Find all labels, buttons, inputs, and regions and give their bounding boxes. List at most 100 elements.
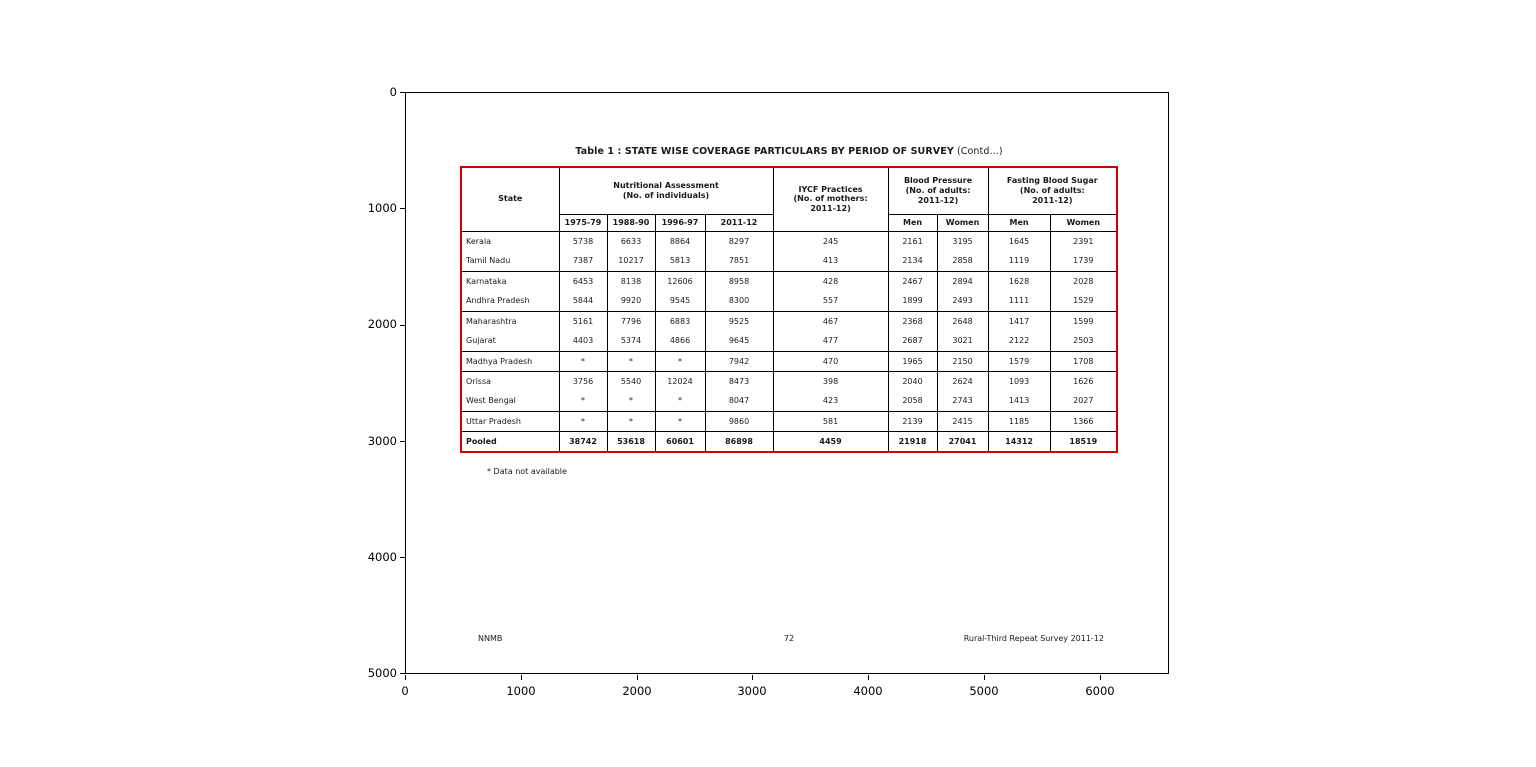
value-cell: 1739 <box>1049 251 1117 271</box>
value-cell: 10217 <box>606 251 655 271</box>
page-title-suffix: (Contd...) <box>956 146 1003 157</box>
col-header-bp-men: Men <box>887 214 938 232</box>
footer-page-number: 72 <box>783 634 795 643</box>
value-cell: 53618 <box>606 430 655 451</box>
value-cell: 12024 <box>654 370 705 391</box>
header-line: IYCF Practices <box>798 184 863 194</box>
value-cell: * <box>606 410 655 431</box>
header-line: Nutritional Assessment <box>613 181 719 191</box>
value-cell: 245 <box>772 231 889 251</box>
value-cell: 1965 <box>887 350 938 371</box>
value-cell: 1185 <box>987 410 1051 431</box>
header-sub-row: 1975-79 1988-90 1996-97 2011-12 Men Wome… <box>462 214 1117 232</box>
value-cell: 2648 <box>936 310 989 331</box>
value-cell: 9525 <box>704 310 774 331</box>
page-footer: 72 NNMB Rural-Third Repeat Survey 2011-1… <box>460 634 1118 643</box>
value-cell: 14312 <box>987 430 1051 451</box>
table-row: Andhra Pradesh 5844 9920 9545 8300 557 1899 249… <box>462 291 1117 311</box>
value-cell: 1645 <box>987 231 1051 251</box>
header-line: (No. of adults: <box>1019 185 1085 195</box>
value-cell: 428 <box>772 270 889 291</box>
y-tick-mark <box>400 92 405 93</box>
col-header-year-2011-12: 2011-12 <box>704 214 774 232</box>
table-row: Uttar Pradesh * * * 9860 581 2139 2415 1185 1366 <box>462 410 1117 431</box>
header-line: (No. of individuals) <box>622 190 710 200</box>
value-cell: 2493 <box>936 291 989 311</box>
table-row: West Bengal * * * 8047 423 2058 2743 1413 2027 <box>462 391 1117 411</box>
table-body: Kerala 5738 6633 8864 8297 245 2161 3195 1645 239… <box>462 231 1117 451</box>
value-cell: 2503 <box>1049 331 1117 351</box>
value-cell: 9860 <box>704 410 774 431</box>
y-tick-label: 4000 <box>367 550 397 564</box>
value-cell: 5161 <box>558 310 607 331</box>
value-cell: 7387 <box>558 251 607 271</box>
value-cell: 1413 <box>987 391 1051 411</box>
value-cell: 5540 <box>606 370 655 391</box>
value-cell: 2122 <box>987 331 1051 351</box>
value-cell: 3021 <box>936 331 989 351</box>
page-title-text: Table 1 : STATE WISE COVERAGE PARTICULAR… <box>575 146 954 157</box>
col-header-fbs-women: Women <box>1049 214 1117 232</box>
header-group-row: State Nutritional Assessment (No. of ind… <box>462 168 1117 232</box>
value-cell: 9920 <box>606 291 655 311</box>
header-line: 2011-12) <box>917 195 959 205</box>
x-tick-mark <box>521 675 522 680</box>
value-cell: 21918 <box>887 430 938 451</box>
value-cell: * <box>654 410 705 431</box>
value-cell: 5813 <box>654 251 705 271</box>
value-cell: 3756 <box>558 370 607 391</box>
value-cell: 2415 <box>936 410 989 431</box>
value-cell: 2134 <box>887 251 938 271</box>
y-tick-label: 2000 <box>367 317 397 331</box>
x-tick-label: 2000 <box>622 684 652 698</box>
value-cell: 8138 <box>606 270 655 291</box>
value-cell: 38742 <box>558 430 607 451</box>
value-cell: 2150 <box>936 350 989 371</box>
value-cell: 1579 <box>987 350 1051 371</box>
value-cell: 7942 <box>704 350 774 371</box>
x-tick-mark <box>868 675 869 680</box>
value-cell: * <box>558 410 607 431</box>
x-tick-mark <box>637 675 638 680</box>
value-cell: * <box>654 350 705 371</box>
col-header-bp-women: Women <box>936 214 989 232</box>
value-cell: 8047 <box>704 391 774 411</box>
value-cell: 1093 <box>987 370 1051 391</box>
value-cell: 8300 <box>704 291 774 311</box>
header-line: 2011-12) <box>810 204 851 214</box>
x-tick-label: 3000 <box>737 684 767 698</box>
value-cell: 4403 <box>558 331 607 351</box>
value-cell: 2858 <box>936 251 989 271</box>
value-cell: 6633 <box>606 231 655 251</box>
y-tick-label: 0 <box>389 85 397 99</box>
value-cell: 2027 <box>1049 391 1117 411</box>
table-row: Kerala 5738 6633 8864 8297 245 2161 3195 1645 239… <box>462 231 1117 251</box>
y-tick-mark <box>400 557 405 558</box>
y-tick-mark <box>400 325 405 326</box>
col-header-year-1975-79: 1975-79 <box>558 214 607 232</box>
table-row: Gujarat 4403 5374 4866 9645 477 2687 3021 2122 25… <box>462 331 1117 351</box>
value-cell: 8473 <box>704 370 774 391</box>
value-cell: 1529 <box>1049 291 1117 311</box>
value-cell: 8297 <box>704 231 774 251</box>
table-row: Maharashtra 5161 7796 6883 9525 467 2368 2648 14… <box>462 310 1117 331</box>
x-tick-mark <box>752 675 753 680</box>
value-cell: 2687 <box>887 331 938 351</box>
table-row: Karnataka 6453 8138 12606 8958 428 2467 2894 162… <box>462 270 1117 291</box>
value-cell: 1417 <box>987 310 1051 331</box>
value-cell: 1628 <box>987 270 1051 291</box>
value-cell: 86898 <box>704 430 774 451</box>
state-name-cell: Madhya Pradesh <box>462 350 559 371</box>
value-cell: * <box>558 391 607 411</box>
value-cell: 2467 <box>887 270 938 291</box>
value-cell: 1626 <box>1049 370 1117 391</box>
value-cell: 2028 <box>1049 270 1117 291</box>
value-cell: 423 <box>772 391 889 411</box>
header-line: Blood Pressure <box>903 176 973 186</box>
value-cell: 1366 <box>1049 410 1117 431</box>
value-cell: 581 <box>772 410 889 431</box>
y-tick-label: 5000 <box>367 666 397 680</box>
value-cell: 4459 <box>772 430 889 451</box>
value-cell: 2624 <box>936 370 989 391</box>
